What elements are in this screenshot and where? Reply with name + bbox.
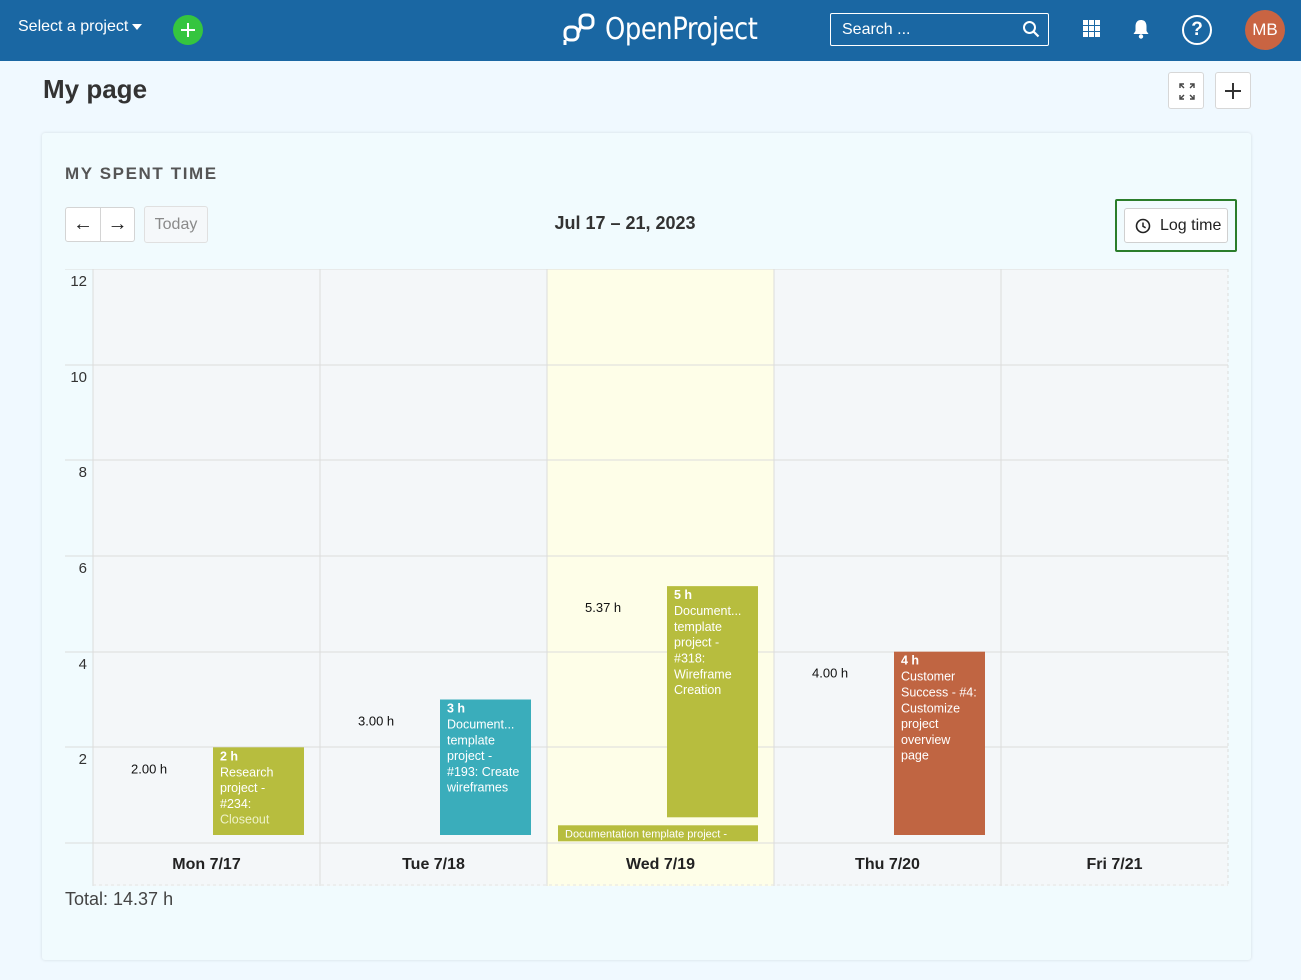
widget-title: MY SPENT TIME [65,164,218,183]
day-label: Mon 7/17 [172,856,241,873]
time-entry-text: page [901,749,929,763]
search-input[interactable]: Search ... [830,13,1049,46]
spent-time-widget: MY SPENT TIME ← → Today Jul 17 – 21, 202… [42,133,1251,960]
project-select-label: Select a project [18,18,129,35]
help-icon[interactable]: ? [1182,15,1212,45]
time-entry-text: project - [447,749,492,763]
time-entry-hours: 2 h [220,749,238,763]
time-entry-text: Documentation template project - [565,828,727,840]
day-label: Fri 7/21 [1086,856,1142,873]
openproject-logo[interactable]: OpenProject [562,11,782,47]
page-title: My page [43,74,148,104]
y-tick-label: 4 [79,656,87,673]
next-week-button[interactable]: → [99,208,134,241]
day-label: Wed 7/19 [626,856,695,873]
time-entry-text: Creation [674,683,721,697]
openproject-logo-icon [563,13,595,45]
modules-grid-icon[interactable] [1083,20,1100,37]
y-tick-label: 10 [70,369,87,386]
total-hours: Total: 14.37 h [65,889,174,909]
time-entry-bar[interactable] [213,747,304,835]
time-entry-hours: 3 h [447,702,465,716]
search-icon[interactable] [1022,20,1040,38]
time-entry-text: Document... [447,718,514,732]
fullscreen-button[interactable] [1168,72,1204,109]
clock-icon [1135,218,1151,234]
add-widget-button[interactable] [1215,72,1251,109]
day-total-label: 5.37 h [585,600,621,615]
add-button[interactable] [173,15,203,45]
day-label: Thu 7/20 [855,856,920,873]
time-entry-text: Document... [674,604,741,618]
time-entry-text: Research [220,765,274,779]
avatar[interactable]: MB [1245,10,1285,50]
time-entry-text: #318: [674,652,705,666]
time-entry-text: project - [220,781,265,795]
previous-week-button[interactable]: ← [72,213,93,235]
day-label: Tue 7/18 [402,856,465,873]
time-entry-text: template [674,620,722,634]
date-range: Jul 17 – 21, 2023 [554,213,696,233]
time-entry-text: project - [674,636,719,650]
logo-text: OpenProject [605,11,758,47]
time-entry-text: #193: Create [447,765,519,779]
project-select-dropdown[interactable]: Select a project [18,18,143,36]
day-total-label: 2.00 h [131,761,167,776]
time-entry-text: Customer [901,670,955,684]
time-entry-hours: 5 h [674,588,692,602]
y-tick-label: 2 [79,751,87,768]
day-total-label: 4.00 h [812,666,848,681]
time-entry-bar[interactable] [558,825,758,842]
time-entry-text: overview [901,733,951,747]
search-placeholder: Search ... [842,21,911,38]
y-tick-label: 8 [79,464,87,481]
day-total-label: 3.00 h [358,714,394,729]
expand-icon [1179,83,1195,100]
top-header: Select a project OpenProject Search ... … [0,0,1301,61]
y-tick-label: 12 [70,273,87,290]
time-entry-text: Success - #4: [901,685,977,699]
log-time-highlight: Log time [1115,199,1237,252]
time-entry-bar[interactable] [894,651,985,835]
bell-icon[interactable] [1131,18,1151,40]
y-tick-label: 6 [79,560,87,577]
time-entry-bar[interactable] [440,699,531,836]
time-entry-text: wireframes [446,781,508,795]
date-nav-group: ← → [65,207,135,242]
log-time-label: Log time [1160,217,1222,234]
time-entry-text: #234: [220,797,251,811]
caret-down-icon [132,23,143,30]
time-entry-text: Customize [901,701,960,715]
time-entry-bar[interactable] [667,586,758,818]
time-entry-text: project [901,717,939,731]
spent-time-chart: 2 4 6 8 10 12 Mon 7/17 Tue 7/18 Wed 7/19 Thu 7/20… [65,269,1229,886]
time-entry-text: Wireframe [674,667,732,681]
today-button[interactable]: Today [144,206,208,243]
log-time-button[interactable]: Log time [1124,208,1228,243]
time-entry-text: Closeout [220,813,270,827]
time-entry-text: template [447,733,495,747]
time-entry-hours: 4 h [901,654,919,668]
